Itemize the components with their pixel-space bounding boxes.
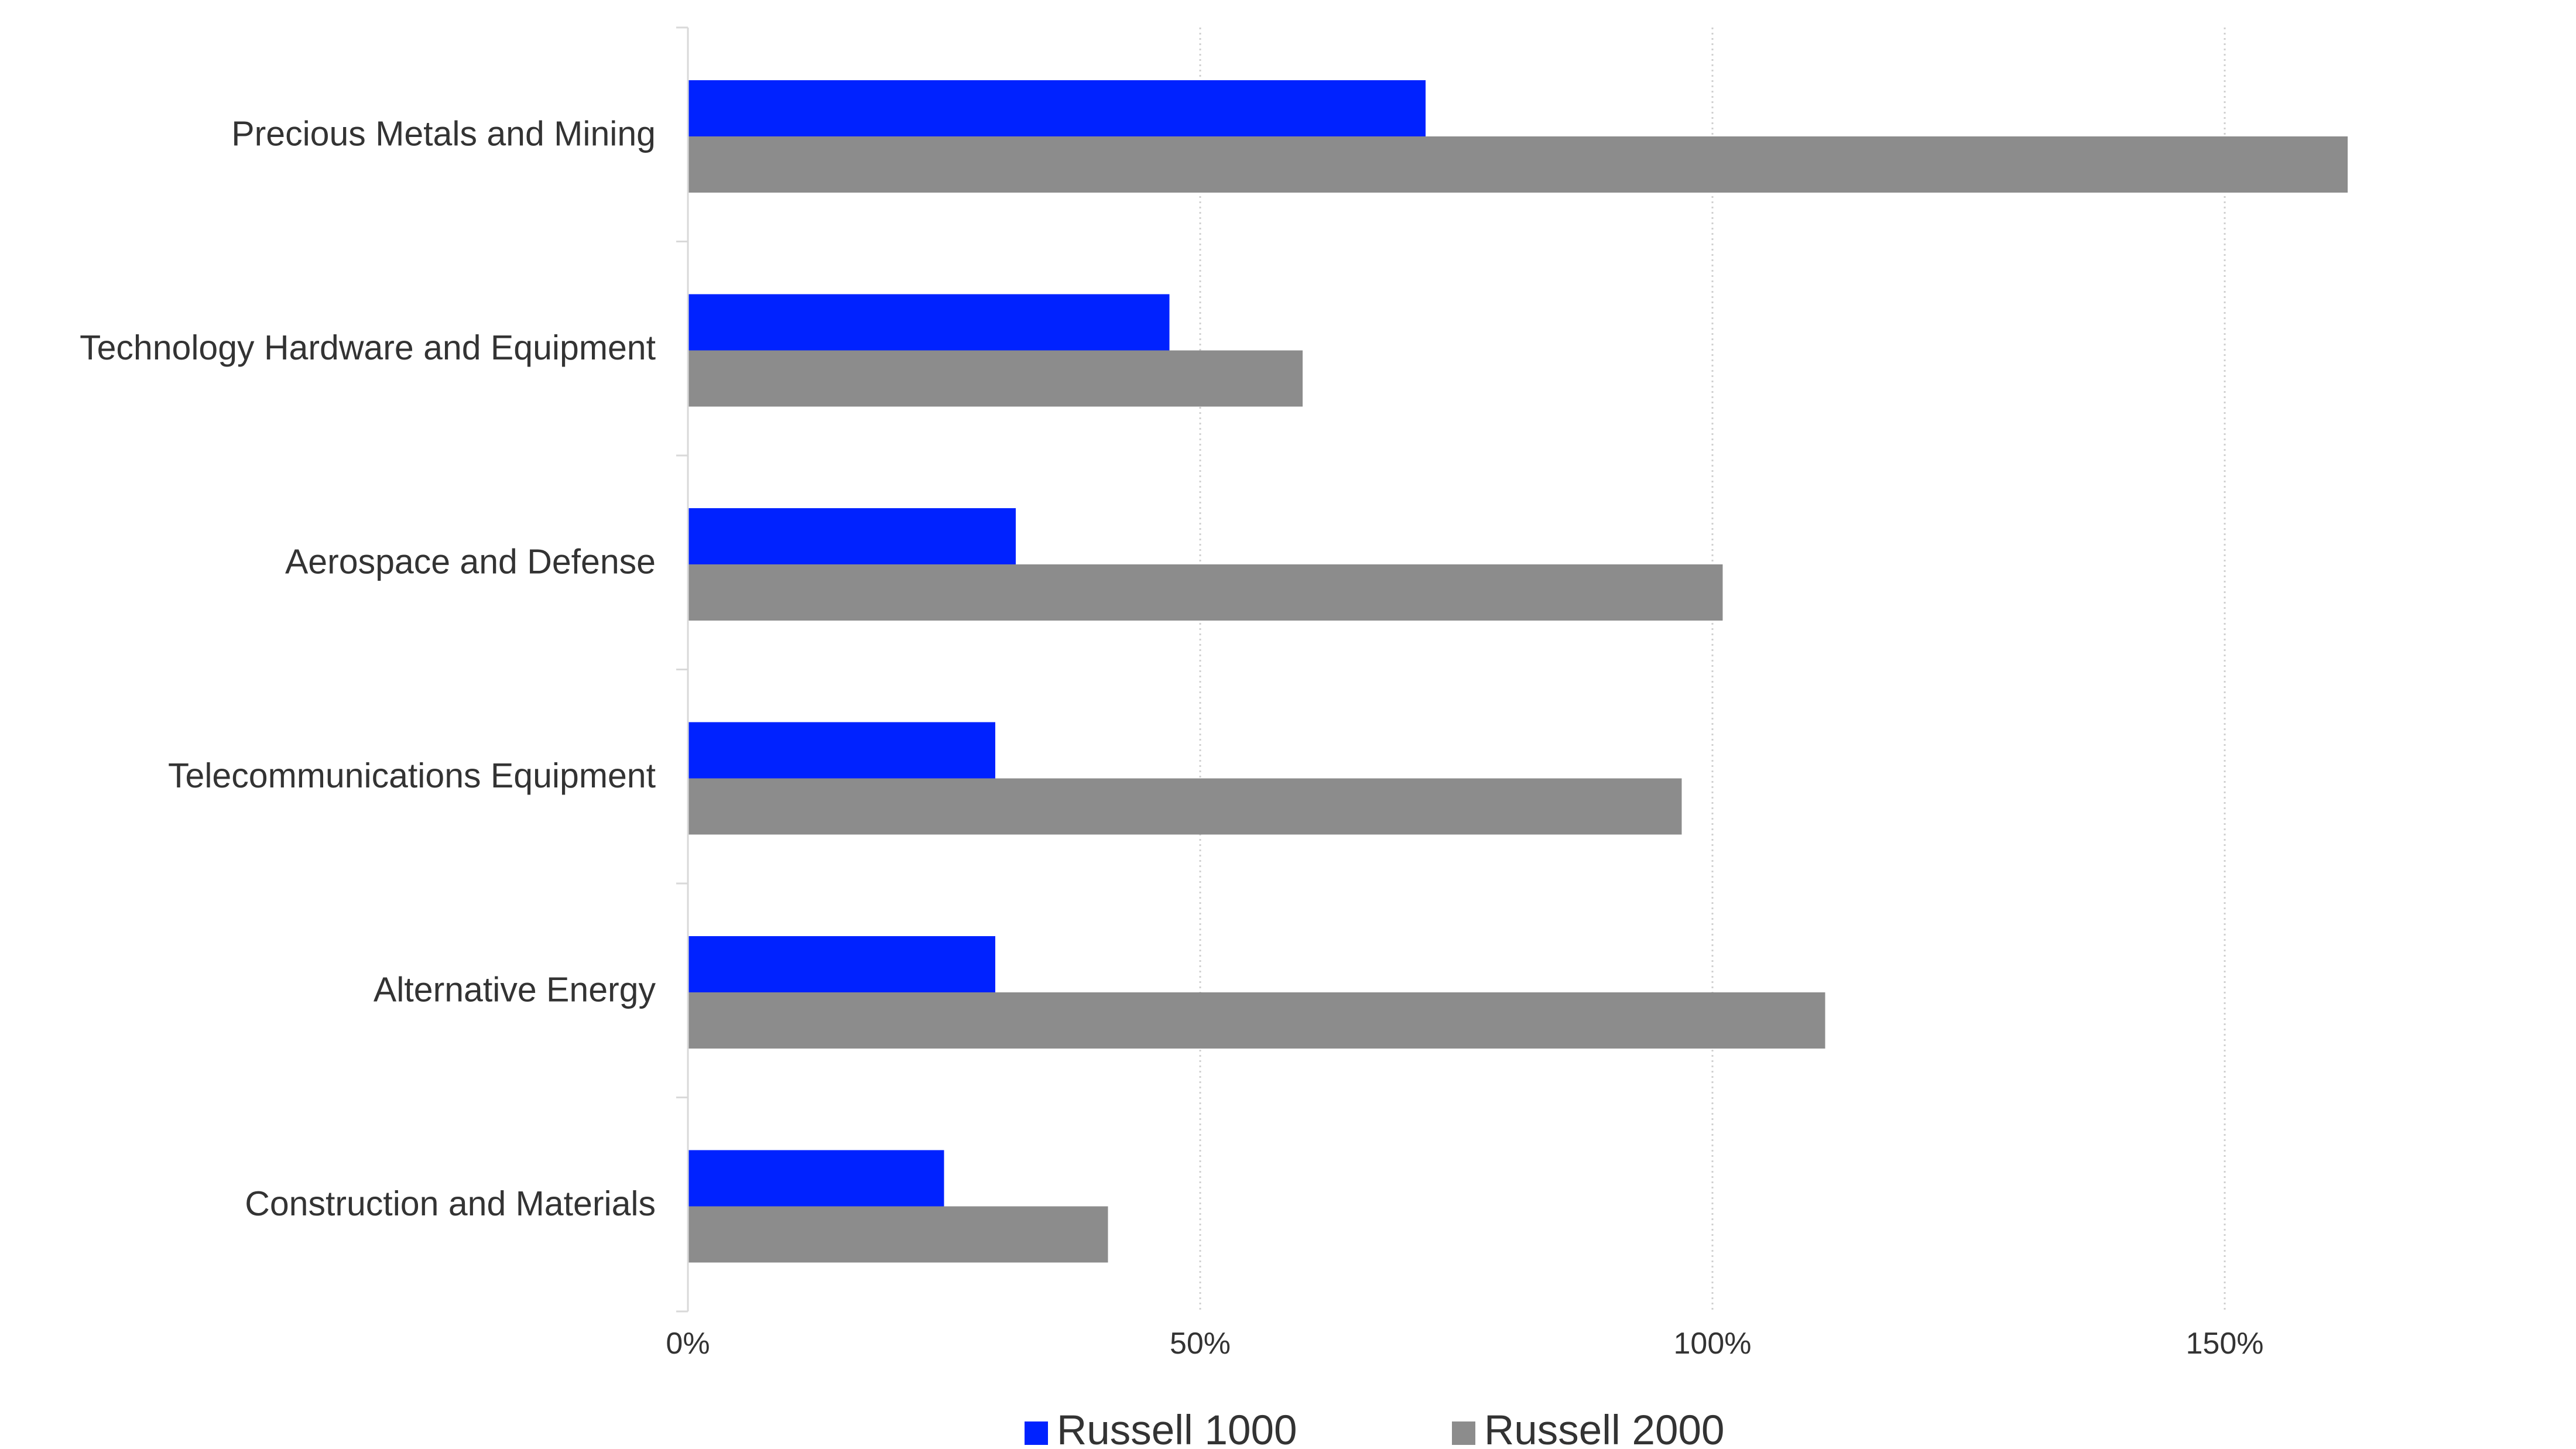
bar-russell-2000-technology-hardware-and-equipment (688, 350, 1303, 407)
legend: Russell 1000 Russell 2000 (1025, 1407, 1724, 1449)
x-tick-label-0: 0% (666, 1327, 710, 1361)
category-label-alternative-energy: Alternative Energy (374, 971, 656, 1009)
bar-russell-1000-technology-hardware-and-equipment (688, 294, 1170, 351)
legend-label-russell-2000: Russell 2000 (1484, 1407, 1724, 1449)
x-tick-label-150: 150% (2186, 1327, 2264, 1361)
category-label-aerospace-and-defense: Aerospace and Defense (285, 543, 656, 581)
bars (688, 80, 2348, 1263)
category-label-construction-and-materials: Construction and Materials (245, 1184, 656, 1223)
x-tick-label-100: 100% (1674, 1327, 1752, 1361)
category-labels: Precious Metals and Mining Technology Har… (80, 115, 656, 1224)
category-label-technology-hardware-and-equipment: Technology Hardware and Equipment (80, 328, 656, 367)
bar-russell-2000-aerospace-and-defense (688, 564, 1723, 621)
bar-russell-2000-telecommunications-equipment (688, 778, 1682, 835)
x-tick-labels: 0% 50% 100% 150% (666, 1327, 2263, 1361)
y-axis-ticks (676, 26, 688, 1313)
x-tick-label-50: 50% (1170, 1327, 1231, 1361)
bar-russell-2000-alternative-energy (688, 992, 1825, 1049)
bar-russell-2000-construction-and-materials (688, 1206, 1108, 1263)
bar-russell-1000-telecommunications-equipment (688, 722, 995, 779)
legend-swatch-russell-1000 (1025, 1421, 1048, 1445)
bar-russell-1000-precious-metals-and-mining (688, 80, 1426, 136)
legend-swatch-russell-2000 (1452, 1421, 1475, 1445)
bar-russell-1000-construction-and-materials (688, 1150, 944, 1207)
bar-russell-1000-alternative-energy (688, 936, 995, 992)
bar-russell-1000-aerospace-and-defense (688, 508, 1016, 564)
legend-label-russell-1000: Russell 1000 (1057, 1407, 1297, 1449)
bar-russell-2000-precious-metals-and-mining (688, 136, 2348, 193)
category-label-precious-metals-and-mining: Precious Metals and Mining (231, 115, 656, 153)
category-label-telecommunications-equipment: Telecommunications Equipment (168, 756, 656, 795)
gridlines (1199, 28, 2226, 1311)
